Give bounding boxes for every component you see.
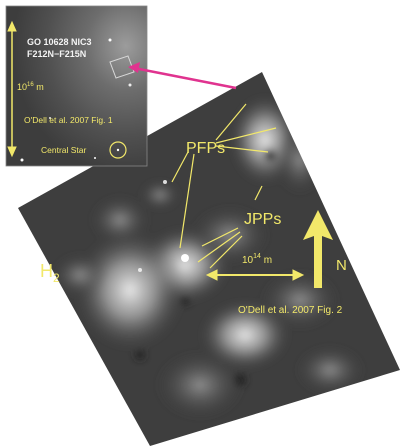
pfps-label: PFPs bbox=[186, 140, 225, 157]
north-label: N bbox=[336, 257, 347, 274]
double-arrow-icon bbox=[205, 269, 305, 281]
jpp-pointer-lines bbox=[197, 185, 263, 269]
h2-label: H2 bbox=[40, 261, 60, 285]
main-scale-label: 1014 m bbox=[242, 253, 272, 266]
inset-scale-label: 1016 m bbox=[17, 82, 44, 92]
main-credit: O'Dell et al. 2007 Fig. 2 bbox=[238, 305, 343, 316]
inset-credit: O'Dell et al. 2007 Fig. 1 bbox=[24, 115, 113, 125]
arrow-up-icon bbox=[303, 210, 333, 288]
inset-image bbox=[5, 5, 148, 167]
connector-arrow bbox=[128, 62, 237, 90]
inset-header-line1: GO 10628 NIC3 bbox=[27, 37, 92, 47]
circle-marker-icon bbox=[109, 141, 127, 159]
central-star-dot bbox=[116, 148, 120, 152]
inset-vertical-scale-arrow bbox=[7, 20, 17, 158]
jpps-label: JPPs bbox=[244, 211, 281, 228]
central-star-label: Central Star bbox=[41, 145, 87, 155]
pfp-pointer-lines bbox=[171, 103, 277, 249]
inset-header-line2: F212N−F215N bbox=[27, 49, 86, 59]
inset-region-box bbox=[109, 55, 135, 79]
